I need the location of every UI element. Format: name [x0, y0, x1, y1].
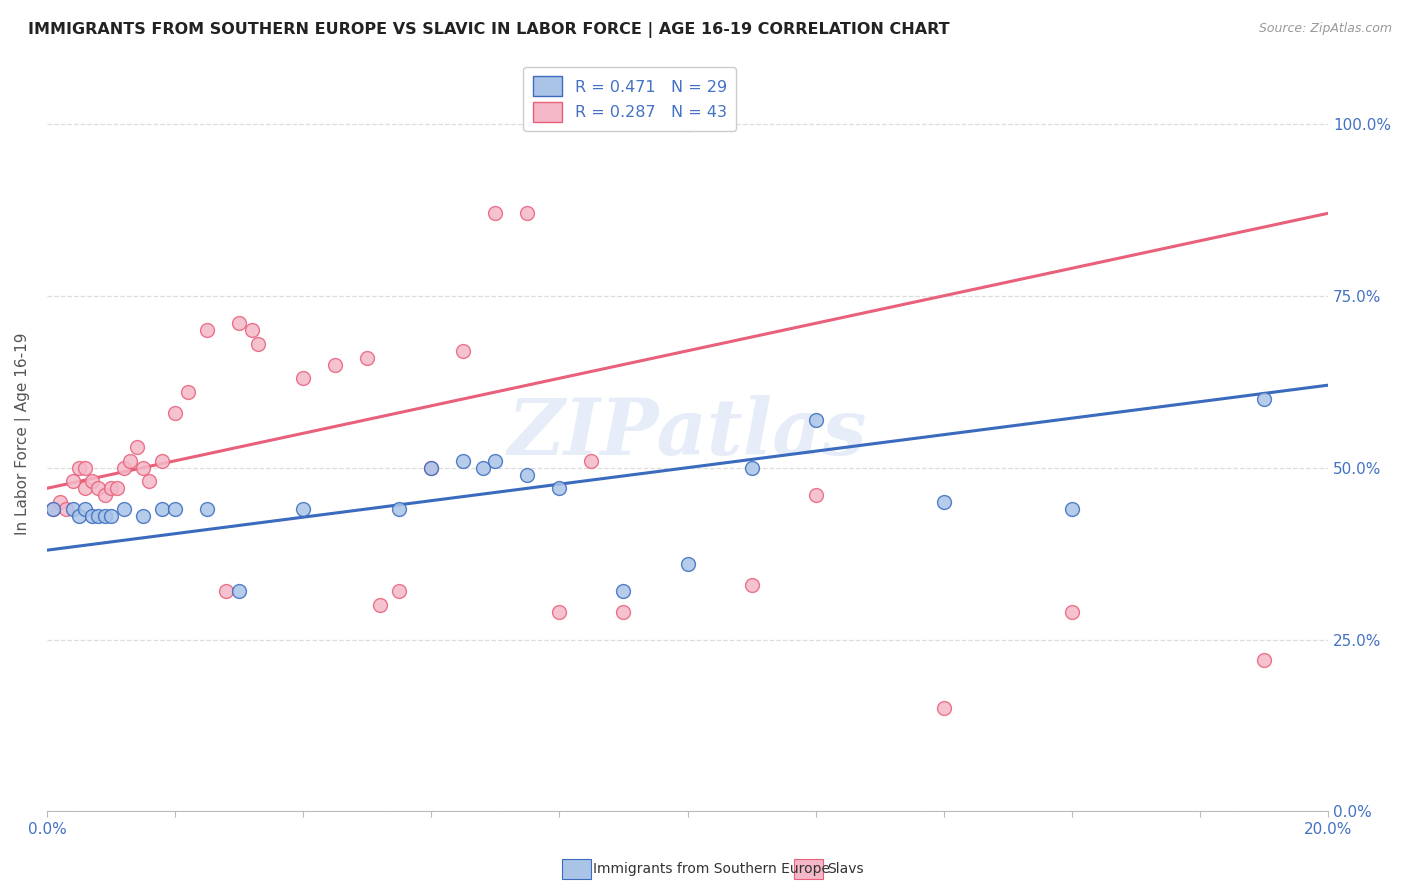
Point: [215, 584, 238, 599]
Point: [388, 584, 411, 599]
Point: [484, 206, 506, 220]
Point: [165, 406, 187, 420]
Legend: R = 0.471   N = 29, R = 0.287   N = 43: R = 0.471 N = 29, R = 0.287 N = 43: [523, 67, 737, 131]
Point: [42, 502, 65, 516]
Text: Source: ZipAtlas.com: Source: ZipAtlas.com: [1258, 22, 1392, 36]
Point: [120, 454, 142, 468]
Point: [87, 481, 110, 495]
Point: [177, 385, 200, 400]
Point: [323, 358, 346, 372]
Point: [195, 323, 218, 337]
Point: [132, 460, 155, 475]
Point: [1060, 605, 1083, 619]
Point: [87, 508, 110, 523]
Point: [93, 488, 115, 502]
Point: [516, 206, 538, 220]
Point: [112, 502, 135, 516]
Point: [100, 508, 122, 523]
Point: [581, 454, 603, 468]
Point: [67, 508, 90, 523]
Point: [612, 605, 634, 619]
Point: [62, 475, 84, 489]
Point: [150, 502, 173, 516]
Point: [676, 117, 699, 131]
Point: [80, 508, 103, 523]
Point: [165, 502, 187, 516]
Point: [138, 475, 160, 489]
Point: [55, 502, 77, 516]
Point: [195, 502, 218, 516]
Point: [356, 351, 378, 365]
Point: [741, 577, 763, 591]
Point: [804, 412, 827, 426]
Point: [228, 316, 250, 330]
Y-axis label: In Labor Force | Age 16-19: In Labor Force | Age 16-19: [15, 332, 31, 534]
Point: [484, 454, 506, 468]
Point: [420, 460, 443, 475]
Point: [1253, 653, 1275, 667]
Text: IMMIGRANTS FROM SOUTHERN EUROPE VS SLAVIC IN LABOR FORCE | AGE 16-19 CORRELATION: IMMIGRANTS FROM SOUTHERN EUROPE VS SLAVI…: [28, 22, 949, 38]
Point: [516, 467, 538, 482]
Point: [1060, 502, 1083, 516]
Point: [932, 701, 955, 715]
Point: [67, 460, 90, 475]
Point: [388, 502, 411, 516]
Point: [548, 605, 571, 619]
Point: [932, 495, 955, 509]
Point: [80, 475, 103, 489]
Text: ZIPatlas: ZIPatlas: [508, 395, 868, 472]
Point: [453, 343, 475, 358]
Point: [292, 502, 315, 516]
Point: [112, 460, 135, 475]
Point: [150, 454, 173, 468]
Point: [240, 323, 263, 337]
Point: [247, 337, 270, 351]
Point: [75, 502, 97, 516]
Point: [100, 481, 122, 495]
Point: [132, 508, 155, 523]
Point: [75, 460, 97, 475]
Point: [93, 508, 115, 523]
Point: [107, 481, 129, 495]
Point: [420, 460, 443, 475]
Point: [75, 481, 97, 495]
Text: Immigrants from Southern Europe: Immigrants from Southern Europe: [593, 862, 831, 876]
Point: [804, 488, 827, 502]
Point: [368, 598, 391, 612]
Point: [453, 454, 475, 468]
Point: [612, 584, 634, 599]
Point: [292, 371, 315, 385]
Point: [548, 481, 571, 495]
Text: Slavs: Slavs: [827, 862, 863, 876]
Point: [42, 502, 65, 516]
Point: [471, 460, 494, 475]
Point: [676, 557, 699, 571]
Point: [741, 460, 763, 475]
Point: [1253, 392, 1275, 406]
Point: [49, 495, 72, 509]
Point: [125, 440, 148, 454]
Point: [228, 584, 250, 599]
Point: [62, 502, 84, 516]
